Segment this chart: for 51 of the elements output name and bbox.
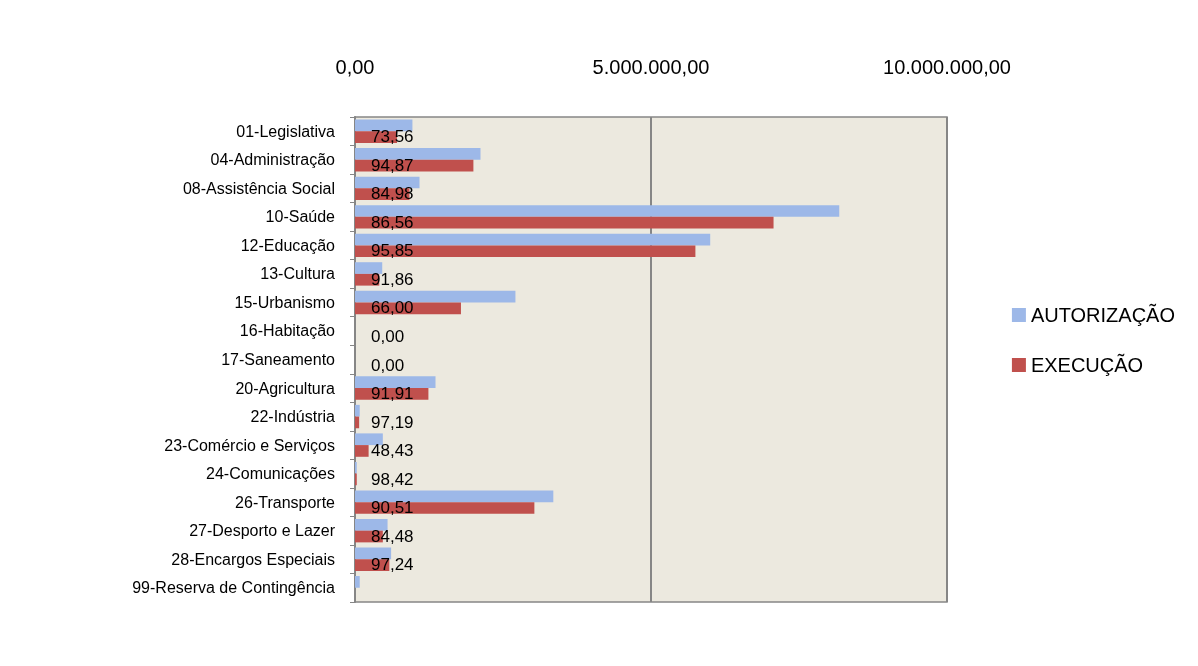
bar [355, 433, 383, 446]
annotation: 95,85 [371, 241, 414, 261]
annotation: 0,00 [371, 326, 405, 346]
y-tick-label: 20-Agricultura [235, 379, 336, 397]
bar [355, 290, 516, 303]
annotation: 0,00 [371, 355, 405, 375]
annotation: 90,51 [371, 498, 414, 518]
y-tick-label: 04-Administração [210, 151, 336, 169]
bar [355, 518, 388, 531]
bar [355, 502, 535, 514]
bar [355, 148, 481, 160]
y-tick-label: 23-Comércio e Serviços [164, 436, 335, 454]
annotation: 91,91 [371, 384, 414, 404]
y-tick-label: 17-Saneamento [221, 351, 336, 368]
bar [355, 376, 436, 389]
y-tick-label: 10-Saúde [265, 208, 336, 226]
y-tick-label: 27-Desporto e Lazer [189, 522, 336, 540]
bar [355, 245, 696, 258]
bar [355, 216, 774, 229]
bar [355, 233, 711, 246]
y-tick-label: 13-Cultura [260, 265, 336, 283]
bar [355, 490, 554, 503]
bar [355, 262, 383, 274]
legend-label: AUTORIZAÇÃO [1030, 303, 1175, 326]
y-tick-label: 26-Transporte [235, 493, 336, 511]
bar [355, 176, 420, 189]
annotation: 97,19 [371, 412, 414, 432]
bar [355, 547, 392, 560]
y-tick-label: 12-Educação [240, 236, 336, 254]
y-tick-label: 15-Urbanismo [234, 293, 336, 311]
bar [355, 445, 369, 457]
y-tick-label: 28-Encargos Especiais [171, 550, 335, 568]
annotation: 94,87 [371, 155, 414, 175]
x-tick-label: 0,00 [335, 56, 375, 78]
x-tick-label: 5.000.000,00 [592, 56, 710, 78]
y-tick-label: 01-Legislativa [236, 122, 336, 140]
bar [355, 404, 360, 417]
y-tick-label: 99-Reserva de Contingência [132, 579, 336, 597]
bar [355, 205, 840, 217]
annotation: 98,42 [371, 469, 414, 489]
annotation: 66,00 [371, 298, 414, 318]
legend-label: EXECUÇÃO [1030, 353, 1144, 376]
annotation: 86,56 [371, 212, 414, 232]
y-tick-label: 24-Comunicações [206, 465, 335, 483]
y-tick-label: 08-Assistência Social [182, 179, 335, 197]
bar [355, 416, 360, 429]
x-tick-label: 10.000.000,00 [883, 56, 1011, 78]
bar [355, 576, 360, 588]
y-tick-label: 22-Indústria [250, 408, 336, 426]
annotation: 48,43 [371, 441, 414, 461]
y-tick-label: 16-Habitação [239, 322, 336, 340]
